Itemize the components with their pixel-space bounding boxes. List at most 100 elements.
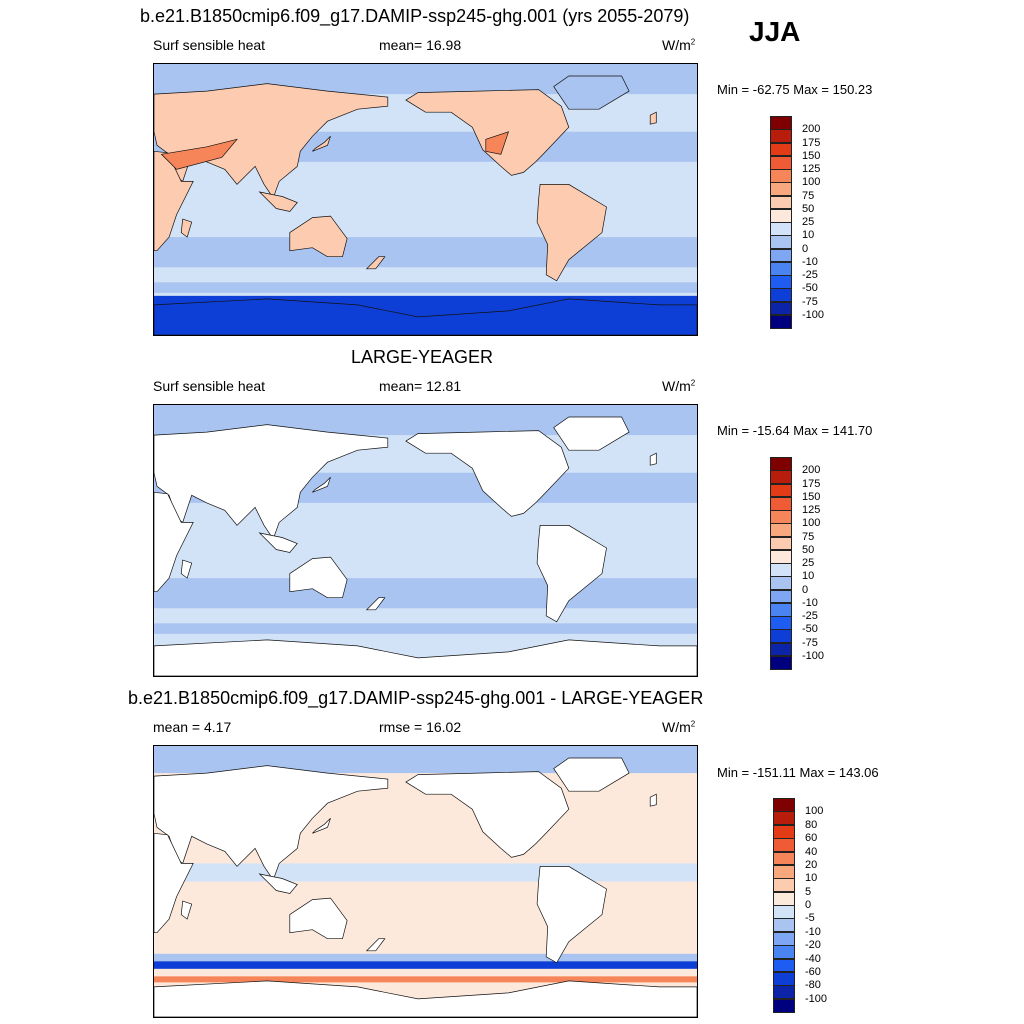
panel1-mean-label: mean= 16.98	[379, 37, 462, 53]
southern-band	[154, 282, 697, 293]
colorbar-label: 10	[802, 570, 815, 583]
continent-greenland	[553, 416, 630, 451]
panel3-map	[153, 745, 698, 1018]
colorbar-swatch	[770, 248, 792, 263]
colorbar-swatch	[770, 142, 792, 157]
continent-indonesia	[258, 532, 298, 553]
panel1-units: W/m2	[662, 37, 696, 53]
colorbar-label: 75	[802, 189, 815, 202]
colorbar-swatch	[770, 483, 792, 498]
colorbar-label: 60	[805, 832, 818, 845]
colorbar-swatch	[770, 275, 792, 289]
colorbar-label: 100	[802, 176, 821, 189]
panel3-rmse-label: rmse = 16.02	[379, 719, 462, 735]
panel1-variable-label: Surf sensible heat	[153, 37, 266, 53]
colorbar-swatch	[770, 629, 792, 643]
continent-madagascar	[180, 900, 193, 920]
continent-namerica	[405, 430, 570, 517]
colorbar-label: -80	[805, 979, 821, 992]
subpolar-band-warm	[154, 976, 697, 983]
continent-nz	[365, 938, 386, 952]
colorbar-swatch	[773, 798, 795, 812]
colorbar-swatch	[773, 905, 795, 919]
continent-greenland	[553, 75, 630, 110]
colorbar-label: 150	[802, 149, 821, 162]
continent-indonesia	[258, 191, 298, 212]
continent-samerica	[536, 866, 607, 964]
colorbar-swatch	[773, 998, 795, 1013]
colorbar-label: 200	[802, 464, 821, 477]
continent-japan	[312, 818, 331, 834]
colorbar-swatch	[770, 496, 792, 511]
continent-uk	[649, 793, 657, 807]
colorbar-label: 25	[802, 557, 815, 569]
colorbar-swatch	[770, 235, 792, 249]
colorbar-label: 125	[802, 504, 821, 516]
colorbar-swatch	[770, 301, 792, 316]
continent-samerica	[536, 184, 607, 282]
colorbar-label: -100	[805, 992, 828, 1005]
colorbar-swatch	[770, 261, 792, 276]
colorbar-label: -10	[802, 596, 818, 609]
colorbar-swatch	[773, 891, 795, 906]
colorbar-swatch	[773, 945, 795, 959]
colorbar-swatch	[770, 155, 792, 170]
colorbar-swatch	[773, 851, 795, 866]
colorbar-label: 10	[802, 229, 815, 242]
colorbar-swatch	[770, 129, 792, 143]
colorbar-label: 200	[802, 123, 821, 136]
season-label: JJA	[749, 16, 801, 47]
colorbar-label: -60	[805, 965, 821, 978]
colorbar-swatch	[770, 616, 792, 630]
colorbar-label: 175	[802, 477, 821, 490]
colorbar-label: -10	[802, 255, 818, 268]
colorbar-label: 25	[802, 216, 815, 228]
colorbar-label: -10	[805, 925, 821, 938]
panel1-minmax: Min = -62.75 Max = 150.23	[717, 82, 873, 97]
colorbar-label: 50	[802, 202, 815, 215]
panel3-title: b.e21.B1850cmip6.f09_g17.DAMIP-ssp245-gh…	[128, 688, 704, 708]
continent-uk	[649, 452, 657, 466]
colorbar-label: -25	[802, 269, 818, 281]
colorbar-label: 100	[805, 805, 824, 818]
panel1-map	[153, 63, 698, 336]
colorbar-label: -75	[802, 636, 818, 649]
colorbar-swatch	[770, 602, 792, 617]
hot-region-namerica	[485, 131, 510, 155]
continent-australia	[289, 215, 348, 258]
continent-japan	[312, 136, 331, 152]
continent-samerica	[536, 525, 607, 623]
continent-africa	[154, 832, 194, 934]
continent-namerica	[405, 771, 570, 858]
panel3-mean-label: mean = 4.17	[153, 719, 232, 735]
southern-band	[154, 953, 697, 962]
colorbar-swatch	[770, 470, 792, 484]
panel3-colorbar: 100 80 60 40 20 10 5 0 -5 -10 -20 -40 -60 -80 -100	[773, 798, 827, 1013]
subtropical-band-south	[154, 237, 697, 268]
continent-antarctica	[154, 639, 697, 676]
colorbar-label: 50	[802, 543, 815, 556]
colorbar-swatch	[773, 971, 795, 986]
colorbar-label: 0	[802, 242, 809, 255]
panel2-minmax: Min = -15.64 Max = 141.70	[717, 423, 873, 438]
continent-australia	[289, 556, 348, 599]
colorbar-swatch	[770, 195, 792, 210]
colorbar-label: 125	[802, 163, 821, 175]
colorbar-label: 80	[805, 818, 818, 831]
colorbar-swatch	[770, 563, 792, 577]
colorbar-label: 75	[802, 530, 815, 543]
continent-namerica	[405, 89, 570, 176]
colorbar-swatch	[773, 878, 795, 893]
colorbar-swatch	[773, 811, 795, 826]
colorbar-swatch	[773, 931, 795, 946]
continent-nz	[365, 597, 386, 611]
colorbar-swatch	[770, 457, 792, 471]
colorbar-label: 10	[805, 872, 818, 885]
panel2-units: W/m2	[662, 378, 696, 394]
colorbar-label: -40	[805, 952, 821, 965]
colorbar-label: -20	[805, 939, 821, 952]
colorbar-swatch	[770, 222, 792, 236]
panel2-title: LARGE-YEAGER	[351, 347, 494, 367]
continent-australia	[289, 897, 348, 940]
continent-africa	[154, 491, 194, 593]
